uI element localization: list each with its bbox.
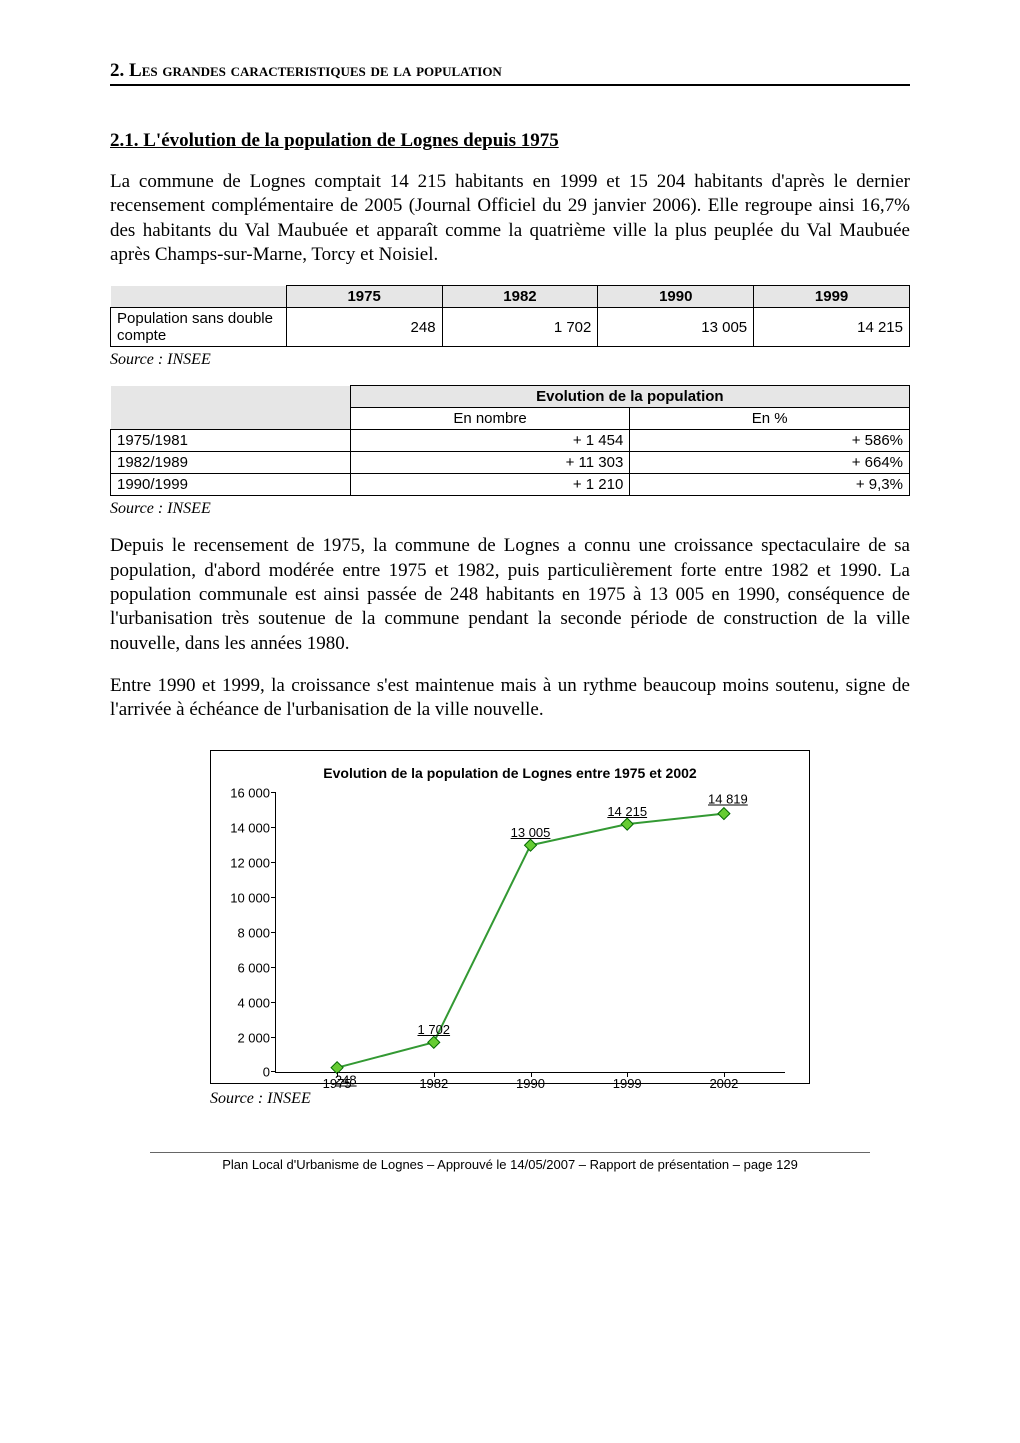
chart-ytick-label: 0 [263, 1065, 276, 1080]
chart-ytick-mark [271, 1037, 276, 1038]
table1-val-1: 1 702 [442, 308, 598, 347]
table1-source: Source : INSEE [110, 351, 910, 369]
table2-row: 1975/1981 + 1 454 + 586% [111, 430, 910, 452]
table1-head-2: 1990 [598, 286, 754, 308]
chart-container: Evolution de la population de Lognes ent… [210, 750, 810, 1084]
footer-rule [150, 1152, 870, 1153]
chart-xtick-mark [724, 1072, 725, 1077]
chart-ytick-label: 10 000 [230, 891, 276, 906]
chart-point-label: 1 702 [418, 1022, 451, 1037]
table1-head-3: 1999 [754, 286, 910, 308]
table-population-years: 1975 1982 1990 1999 Population sans doub… [110, 285, 910, 347]
chart-ytick-mark [271, 827, 276, 828]
table2-super-header: Evolution de la population [350, 386, 909, 408]
chart-ytick-mark [271, 862, 276, 863]
section-header: 2. Les grandes caracteristiques de la po… [110, 60, 910, 86]
table1-val-3: 14 215 [754, 308, 910, 347]
chart-ytick-label: 8 000 [237, 925, 276, 940]
table2-r2-pct: + 9,3% [630, 474, 910, 496]
chart-ytick-mark [271, 1002, 276, 1003]
table2-empty-cell [111, 386, 351, 430]
chart-xtick-mark [531, 1072, 532, 1077]
section-title-pre: L [124, 60, 141, 81]
chart-ytick-mark [271, 1071, 276, 1072]
chart-ytick-label: 16 000 [230, 786, 276, 801]
chart-xtick-mark [434, 1072, 435, 1077]
chart-ytick-label: 2 000 [237, 1030, 276, 1045]
paragraph-2: Depuis le recensement de 1975, la commun… [110, 534, 910, 656]
table1-row-label: Population sans double compte [111, 308, 287, 347]
section-num: 2. [110, 60, 124, 81]
table2-r2-nombre: + 1 210 [350, 474, 630, 496]
chart-ytick-label: 12 000 [230, 856, 276, 871]
table2-row: 1990/1999 + 1 210 + 9,3% [111, 474, 910, 496]
chart-point-label: 13 005 [511, 825, 551, 840]
chart-ytick-mark [271, 967, 276, 968]
table2-r0-pct: + 586% [630, 430, 910, 452]
subheading: 2.1. L'évolution de la population de Log… [110, 130, 910, 152]
table2-row: 1982/1989 + 11 303 + 664% [111, 452, 910, 474]
table1-head-1: 1982 [442, 286, 598, 308]
table2-r0-label: 1975/1981 [111, 430, 351, 452]
chart-ytick-mark [271, 792, 276, 793]
table1-val-0: 248 [286, 308, 442, 347]
table1-empty-cell [111, 286, 287, 308]
paragraph-3: Entre 1990 et 1999, la croissance s'est … [110, 674, 910, 723]
chart-point-label: 14 819 [708, 792, 748, 807]
chart-ytick-label: 14 000 [230, 821, 276, 836]
footer-text: Plan Local d'Urbanisme de Lognes – Appro… [110, 1157, 910, 1172]
table2-subhead-1: En % [630, 408, 910, 430]
chart-title: Evolution de la population de Lognes ent… [225, 765, 795, 781]
table2-r2-label: 1990/1999 [111, 474, 351, 496]
table2-subhead-0: En nombre [350, 408, 630, 430]
table2-r1-label: 1982/1989 [111, 452, 351, 474]
section-title: es grandes caracteristiques de la popula… [142, 60, 502, 81]
chart-point-label: 14 215 [607, 804, 647, 819]
table2-r1-nombre: + 11 303 [350, 452, 630, 474]
chart-ytick-mark [271, 932, 276, 933]
table2-r0-nombre: + 1 454 [350, 430, 630, 452]
table2-source: Source : INSEE [110, 500, 910, 518]
chart-ytick-label: 6 000 [237, 960, 276, 975]
table1-head-0: 1975 [286, 286, 442, 308]
chart-source: Source : INSEE [210, 1090, 810, 1108]
chart-plot-area: 02 0004 0006 0008 00010 00012 00014 0001… [275, 793, 785, 1073]
table-evolution: Evolution de la population En nombre En … [110, 385, 910, 496]
table2-r1-pct: + 664% [630, 452, 910, 474]
chart-point-label: 248 [335, 1073, 357, 1088]
chart-ytick-mark [271, 897, 276, 898]
paragraph-1: La commune de Lognes comptait 14 215 hab… [110, 170, 910, 267]
table1-row: Population sans double compte 248 1 702 … [111, 308, 910, 347]
chart-xtick-mark [627, 1072, 628, 1077]
chart-ytick-label: 4 000 [237, 995, 276, 1010]
table1-val-2: 13 005 [598, 308, 754, 347]
